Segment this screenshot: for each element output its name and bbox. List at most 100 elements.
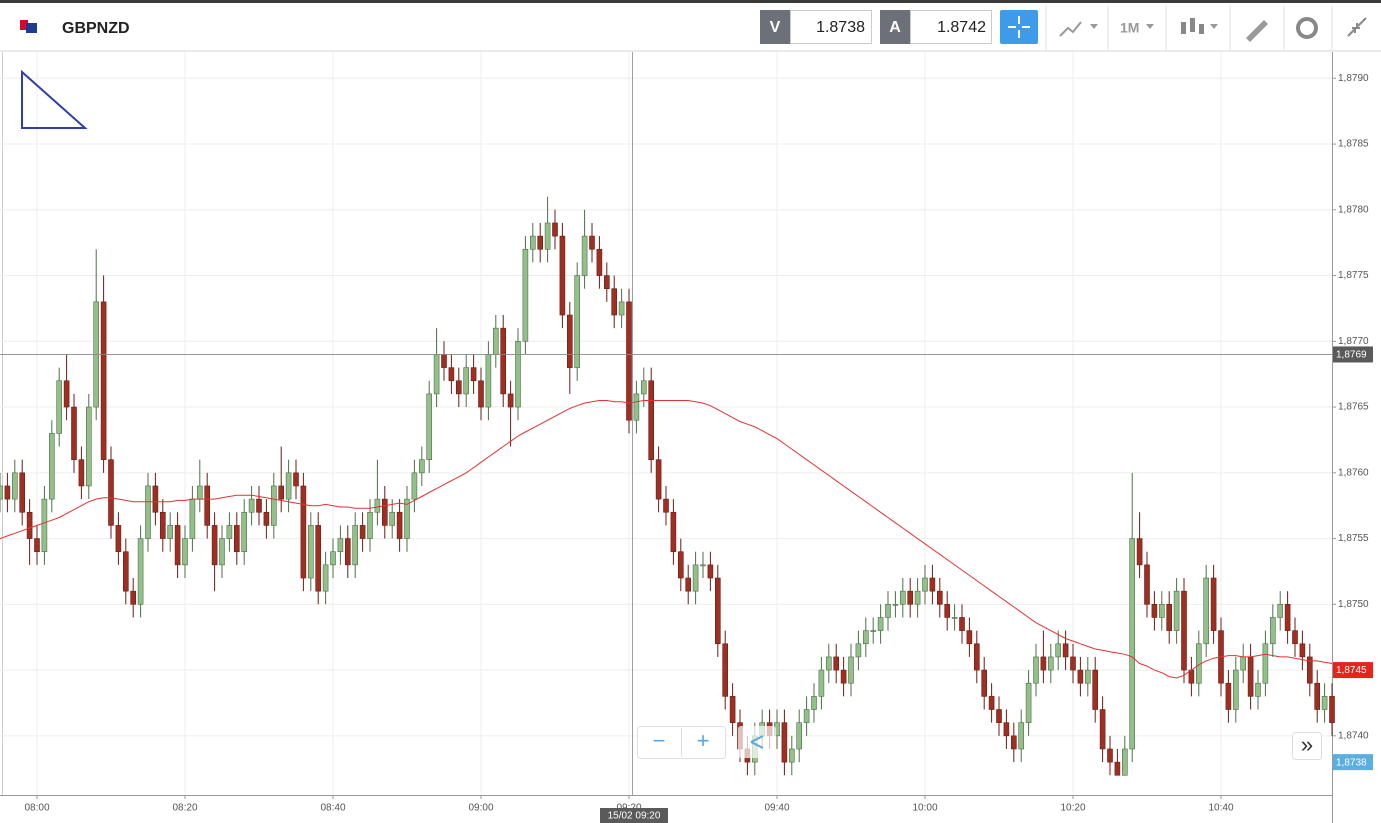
header-bg <box>0 3 1381 51</box>
candle-body <box>337 538 344 553</box>
candle-body <box>167 525 173 539</box>
zoom-out[interactable]: − <box>653 728 666 753</box>
expand: » <box>1301 732 1313 757</box>
top-bar <box>0 0 1381 3</box>
candle-body <box>1040 656 1047 671</box>
candle-body <box>1107 748 1113 763</box>
chart-type-icon[interactable] <box>1059 21 1082 37</box>
candle-body <box>241 511 247 553</box>
candle-body <box>396 511 403 539</box>
drawn-triangle[interactable] <box>21 69 88 129</box>
candle-body <box>1144 564 1150 605</box>
candle-body <box>1114 761 1121 776</box>
candle-body <box>892 604 899 606</box>
candle-body <box>1151 604 1158 618</box>
candle-body <box>670 511 677 553</box>
candle-body <box>899 590 906 605</box>
crosshair-button[interactable] <box>1000 10 1038 44</box>
candle-body <box>1003 722 1010 737</box>
zoom-in[interactable]: + <box>697 728 710 753</box>
y-tick-label: 1,8775 <box>1338 270 1369 281</box>
candle-body <box>589 235 595 250</box>
draw-icon[interactable] <box>1246 20 1268 42</box>
candle-body <box>833 656 840 671</box>
candle-body <box>145 485 151 539</box>
bid-box[interactable] <box>790 10 872 44</box>
candle-body <box>677 551 684 579</box>
candle-body <box>1025 682 1032 723</box>
candle-body <box>1070 656 1076 671</box>
candle-body <box>1284 604 1291 631</box>
candle-body <box>988 696 995 710</box>
price-tag: 1,8738 <box>1336 757 1367 768</box>
candle-body <box>174 525 181 566</box>
zoom-controls: − + » <box>637 726 1322 760</box>
bid-label: V <box>770 19 781 36</box>
dropdown <box>1210 24 1218 29</box>
candle-body <box>1010 735 1017 750</box>
candle-body <box>552 222 558 237</box>
candle-body <box>603 275 610 290</box>
candle-body <box>63 380 70 408</box>
candle-body <box>426 393 433 460</box>
y-tick-label: 1,8790 <box>1338 73 1369 84</box>
candle-body <box>959 617 965 631</box>
candle-body <box>655 459 662 500</box>
candle-body <box>1255 682 1261 697</box>
candle-body <box>529 235 536 250</box>
y-tick-label: 1,8740 <box>1338 730 1369 741</box>
candle-body <box>848 656 854 684</box>
timeframe[interactable]: 1M <box>1120 20 1139 36</box>
candle-body <box>537 235 544 250</box>
crosshair-time-box <box>600 808 668 823</box>
candle-body <box>374 498 381 513</box>
candle-body <box>1321 696 1328 710</box>
candle-body <box>26 511 33 539</box>
candle-body <box>522 248 529 342</box>
candle-body <box>1277 604 1283 618</box>
candle-body <box>248 498 255 513</box>
candle-body <box>1314 682 1320 710</box>
candle-body <box>470 367 477 382</box>
candle-body <box>544 222 551 250</box>
candle-body <box>825 656 832 671</box>
candle-body <box>4 485 11 500</box>
candle-body <box>492 327 499 355</box>
bid-label-box[interactable] <box>760 10 790 44</box>
candle-body <box>86 406 92 487</box>
candle-body <box>1188 669 1195 684</box>
candle-body <box>48 433 55 500</box>
candle-body <box>219 538 225 566</box>
candle-body <box>700 564 706 567</box>
candle-body <box>648 380 655 460</box>
candle-body <box>1203 577 1209 645</box>
crosshair-icon <box>1008 16 1030 38</box>
candle-body <box>685 577 692 592</box>
settings-icon[interactable] <box>1296 17 1318 39</box>
candle-body <box>803 709 810 723</box>
candle-body <box>951 617 958 619</box>
candle-body <box>411 472 418 500</box>
ask-label-box[interactable] <box>880 10 910 44</box>
share-button[interactable] <box>738 726 776 758</box>
candle-body <box>707 564 714 579</box>
dropdown <box>1146 24 1154 29</box>
x-tick-label: 08:40 <box>320 803 345 814</box>
dropdown <box>1090 24 1098 29</box>
candle-body <box>1085 669 1091 684</box>
candle-body <box>1077 669 1084 684</box>
candles-icon[interactable] <box>1181 18 1204 34</box>
candle-body <box>1329 696 1335 723</box>
x-tick-label: 08:20 <box>172 803 197 814</box>
candle-body <box>1233 669 1239 710</box>
ask-box[interactable] <box>910 10 992 44</box>
candle-body <box>344 538 351 566</box>
candle-body <box>441 354 447 368</box>
ask-label: A <box>889 19 901 36</box>
expand-button[interactable] <box>1292 732 1322 760</box>
y-tick-label: 1,8760 <box>1338 467 1369 478</box>
collapse-icon[interactable] <box>1347 17 1367 37</box>
candle-body <box>981 669 988 697</box>
x-tick-label: 09:40 <box>764 803 789 814</box>
candle-body <box>722 643 729 697</box>
